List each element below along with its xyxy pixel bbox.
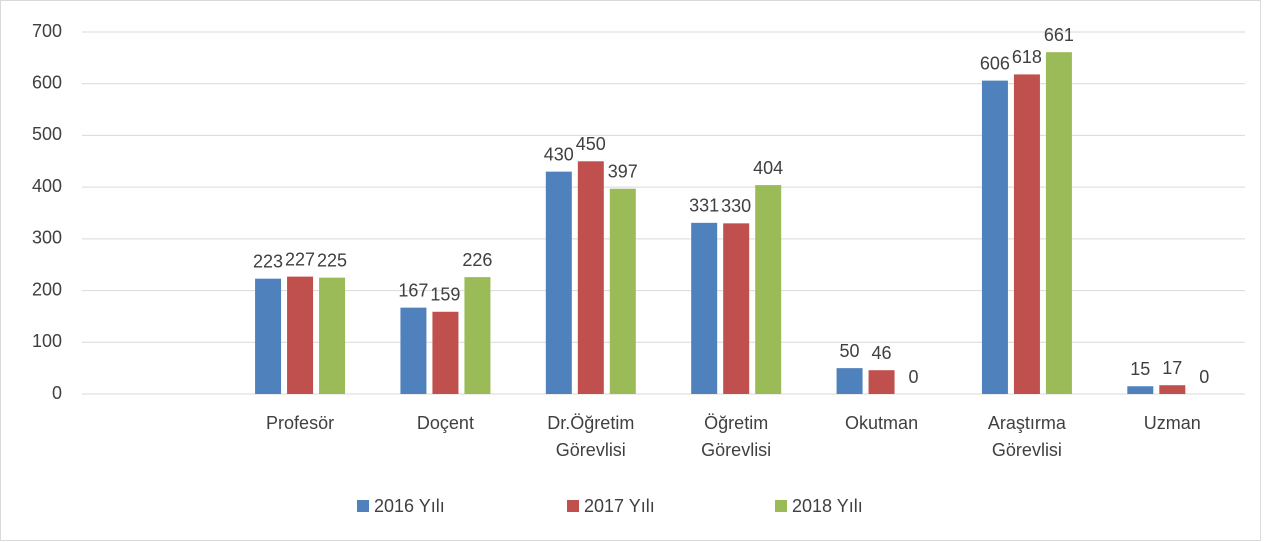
data-label: 404 bbox=[753, 158, 783, 178]
data-label: 227 bbox=[285, 249, 315, 269]
bar bbox=[255, 278, 282, 394]
y-tick-label: 300 bbox=[32, 228, 62, 248]
data-label: 661 bbox=[1044, 25, 1074, 45]
data-label: 331 bbox=[689, 196, 719, 216]
bar bbox=[723, 223, 750, 394]
data-label: 17 bbox=[1162, 358, 1182, 378]
legend-label: 2018 Yılı bbox=[792, 496, 863, 516]
data-label: 46 bbox=[872, 343, 892, 363]
data-label: 430 bbox=[544, 144, 574, 164]
bar bbox=[577, 161, 604, 394]
x-tick-label: Profesör bbox=[266, 413, 334, 433]
x-tick-label: Dr.Öğretim Görevlisi bbox=[547, 413, 634, 460]
bar bbox=[609, 188, 636, 394]
bar bbox=[319, 277, 346, 394]
bar bbox=[691, 222, 718, 394]
bar bbox=[432, 311, 459, 394]
data-label: 223 bbox=[253, 251, 283, 271]
bar bbox=[464, 277, 491, 394]
y-tick-label: 700 bbox=[32, 21, 62, 41]
x-tick-label: Doçent bbox=[417, 413, 474, 433]
bar bbox=[1159, 385, 1186, 394]
data-label: 450 bbox=[576, 134, 606, 154]
data-label: 159 bbox=[430, 285, 460, 305]
data-label: 618 bbox=[1012, 47, 1042, 67]
bar bbox=[400, 307, 427, 394]
data-label: 226 bbox=[462, 250, 492, 270]
bar bbox=[545, 171, 572, 394]
bar bbox=[868, 370, 895, 394]
bar bbox=[836, 368, 863, 394]
data-label: 225 bbox=[317, 250, 347, 270]
legend-swatch bbox=[567, 500, 579, 512]
data-label: 606 bbox=[980, 53, 1010, 73]
y-tick-label: 200 bbox=[32, 279, 62, 299]
y-tick-label: 100 bbox=[32, 331, 62, 351]
x-tick-label: Öğretim Görevlisi bbox=[701, 413, 771, 460]
x-tick-label: Uzman bbox=[1144, 413, 1201, 433]
y-tick-label: 600 bbox=[32, 72, 62, 92]
data-label: 167 bbox=[398, 280, 428, 300]
data-label: 50 bbox=[840, 341, 860, 361]
legend-label: 2017 Yılı bbox=[584, 496, 655, 516]
data-label: 330 bbox=[721, 196, 751, 216]
data-label: 0 bbox=[909, 367, 919, 387]
bar bbox=[755, 185, 782, 394]
legend-swatch bbox=[775, 500, 787, 512]
y-tick-label: 400 bbox=[32, 176, 62, 196]
legend-label: 2016 Yılı bbox=[374, 496, 445, 516]
bar bbox=[981, 80, 1008, 395]
bar bbox=[1045, 52, 1072, 394]
bar bbox=[1013, 74, 1040, 395]
legend-swatch bbox=[357, 500, 369, 512]
bar bbox=[1127, 386, 1154, 394]
x-tick-label: Okutman bbox=[845, 413, 918, 433]
x-tick-label: Araştırma Görevlisi bbox=[988, 413, 1067, 460]
data-label: 397 bbox=[608, 161, 638, 181]
bar bbox=[287, 276, 314, 394]
data-label: 15 bbox=[1130, 359, 1150, 379]
data-label: 0 bbox=[1199, 367, 1209, 387]
y-tick-label: 0 bbox=[52, 383, 62, 403]
y-tick-label: 500 bbox=[32, 124, 62, 144]
